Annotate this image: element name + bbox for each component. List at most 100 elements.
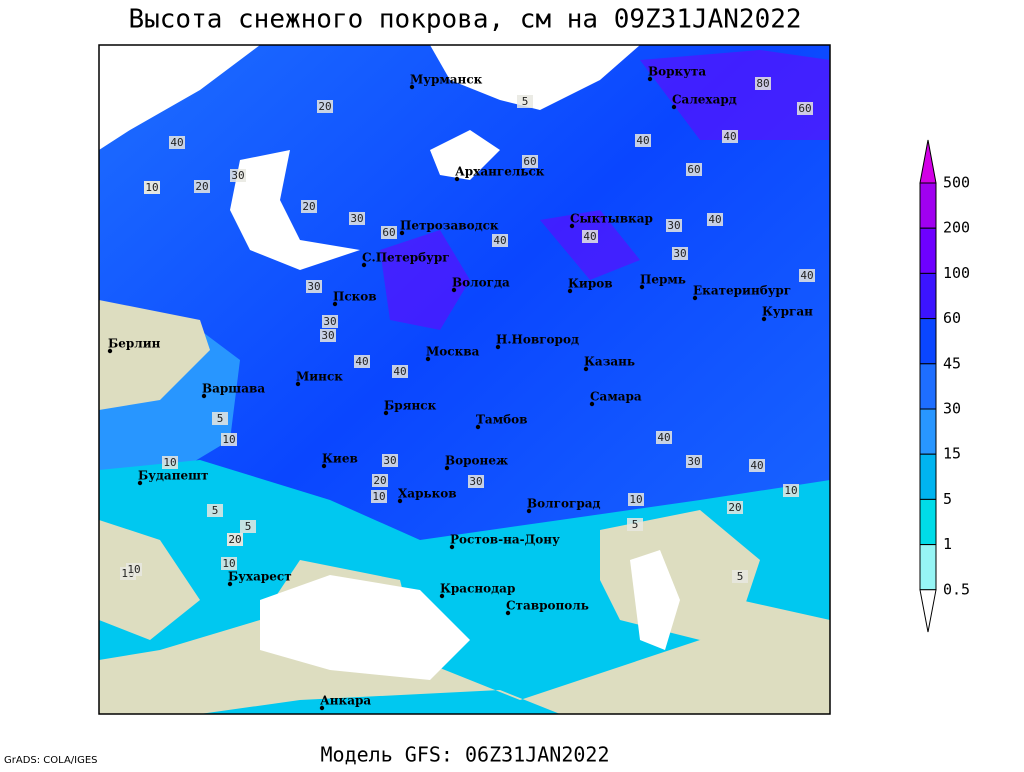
- city-dot: [589, 401, 595, 407]
- contour-label: 60: [687, 163, 700, 176]
- contour-label-box: [221, 433, 237, 446]
- city-label: Воркута: [648, 65, 706, 79]
- legend-swatch: [919, 272, 937, 320]
- city-label: Берлин: [108, 337, 161, 351]
- contour-label: 30: [667, 219, 680, 232]
- contour-label: 40: [657, 431, 670, 444]
- contour-label-box: [320, 329, 336, 342]
- contour-label-box: [686, 455, 702, 468]
- contour-label: 5: [217, 412, 224, 425]
- city-dot: [227, 581, 233, 587]
- contour-label-box: [799, 269, 815, 282]
- city-dot: [444, 465, 450, 471]
- contour-label: 10: [145, 181, 158, 194]
- city-dot: [451, 287, 457, 293]
- contour-label-box: [492, 234, 508, 247]
- city-dot: [505, 610, 511, 616]
- contour-label: 10: [222, 433, 235, 446]
- city-label: Казань: [584, 355, 635, 369]
- model-caption: Модель GFS: 06Z31JAN2022: [321, 743, 610, 767]
- city-dot: [425, 356, 431, 362]
- contour-label: 30: [321, 329, 334, 342]
- legend-swatch: [919, 498, 937, 546]
- legend-swatch: [919, 318, 937, 365]
- city-label: Воронеж: [445, 454, 508, 468]
- contour-label-box: [301, 200, 317, 213]
- city-label: Салехард: [672, 93, 737, 107]
- city-dot: [361, 262, 367, 268]
- city-label: Курган: [762, 305, 813, 319]
- contour-label: 30: [469, 475, 482, 488]
- contour-label-box: [755, 77, 771, 90]
- legend-swatch: [919, 363, 937, 410]
- city-dot: [399, 230, 405, 236]
- city-dot: [107, 348, 113, 354]
- contour-label: 30: [673, 247, 686, 260]
- contour-label-box: [628, 493, 644, 506]
- contour-label: 80: [756, 77, 769, 90]
- contour-label-box: [306, 280, 322, 293]
- city-label: Анкара: [320, 694, 371, 708]
- contour-label-box: [666, 219, 682, 232]
- contour-label: 10: [163, 456, 176, 469]
- contour-label: 30: [231, 169, 244, 182]
- contour-label-box: [783, 484, 799, 497]
- city-label: Самара: [590, 390, 642, 404]
- contour-label-box: [317, 100, 333, 113]
- contour-label-box: [582, 230, 598, 243]
- city-dot: [647, 76, 653, 82]
- contour-label: 20: [195, 180, 208, 193]
- contour-label: 40: [355, 355, 368, 368]
- city-label: Харьков: [398, 487, 457, 501]
- legend-swatch: [919, 182, 937, 229]
- contour-label-box: [221, 557, 237, 570]
- contour-label: 40: [636, 134, 649, 147]
- city-dot: [137, 480, 143, 486]
- contour-label-box: [322, 315, 338, 328]
- city-label: Минск: [296, 370, 343, 384]
- legend-label: 100: [943, 264, 970, 282]
- city-label: Киев: [322, 452, 358, 466]
- city-label: Пермь: [640, 273, 686, 287]
- legend-label: 60: [943, 309, 961, 327]
- legend-swatch: [919, 408, 937, 455]
- city-label: Сыктывкар: [570, 212, 653, 226]
- contour-label-box: [371, 490, 387, 503]
- city-dot: [567, 288, 573, 294]
- contour-label: 5: [522, 95, 529, 108]
- city-label: Н.Новгород: [496, 333, 579, 347]
- city-dot: [201, 393, 207, 399]
- city-label: Екатеринбург: [693, 284, 791, 298]
- contour-label-box: [392, 365, 408, 378]
- city-label: Псков: [333, 290, 377, 304]
- city-dot: [319, 705, 325, 711]
- contour-label-box: [797, 102, 813, 115]
- contour-label: 40: [393, 365, 406, 378]
- city-dot: [475, 424, 481, 430]
- contour-label: 10: [629, 493, 642, 506]
- contour-label-box: [240, 520, 256, 533]
- contour-label: 60: [382, 226, 395, 239]
- credit: GrADS: COLA/IGES: [4, 755, 98, 766]
- contour-label: 40: [723, 130, 736, 143]
- city-label: Ставрополь: [506, 599, 589, 613]
- city-label: Петрозаводск: [400, 219, 499, 233]
- city-dot: [295, 381, 301, 387]
- contour-label-box: [144, 181, 160, 194]
- contour-label: 20: [318, 100, 331, 113]
- contour-label: 40: [800, 269, 813, 282]
- contour-label-box: [382, 454, 398, 467]
- city-dot: [321, 463, 327, 469]
- contour-label-box: [230, 169, 246, 182]
- contour-label: 10: [784, 484, 797, 497]
- contour-label-box: [126, 563, 142, 576]
- city-label: Мурманск: [410, 73, 483, 87]
- contour-label-box: [372, 474, 388, 487]
- contour-label: 5: [632, 518, 639, 531]
- contour-label-box: [227, 533, 243, 546]
- contour-label-box: [727, 501, 743, 514]
- city-label: Будапешт: [138, 469, 208, 483]
- contour-label: 30: [307, 280, 320, 293]
- city-label: Варшава: [202, 382, 265, 396]
